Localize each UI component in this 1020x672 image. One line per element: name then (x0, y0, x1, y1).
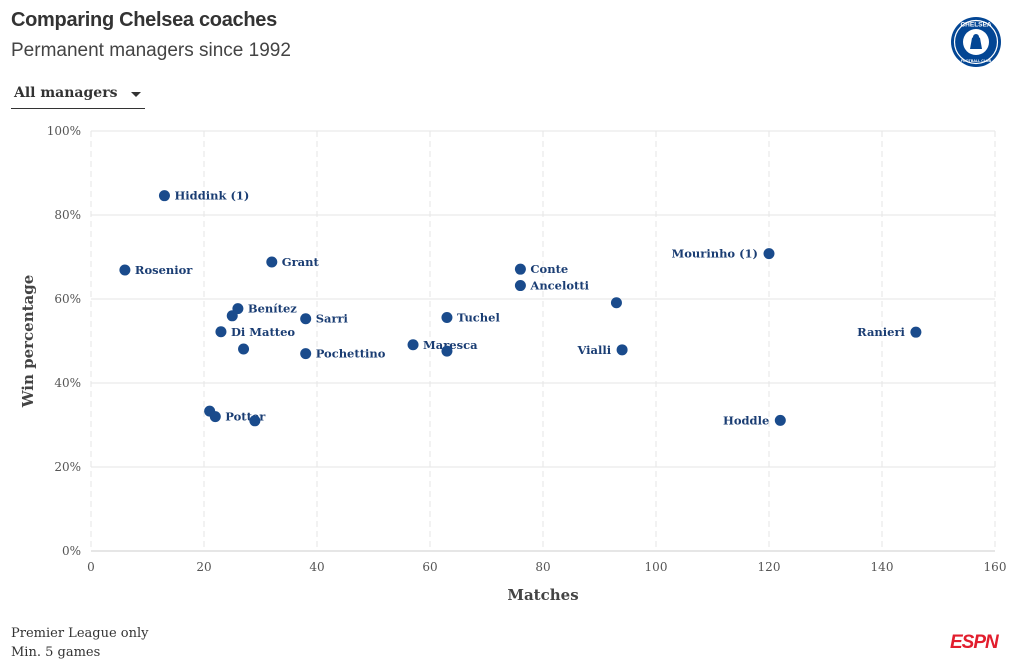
data-point[interactable] (910, 326, 922, 338)
y-axis-title: Win percentage (19, 275, 37, 409)
manager-filter-dropdown[interactable]: All managers (11, 83, 145, 109)
chelsea-crest-icon: CHELSEA FOOTBALL CLUB (951, 17, 1001, 67)
point-label: Mourinho (1) (672, 247, 758, 261)
data-point[interactable] (209, 411, 221, 423)
data-point[interactable] (514, 280, 526, 292)
point-label: Di Matteo (231, 325, 295, 339)
point-label: Sarri (316, 312, 349, 326)
data-point[interactable] (158, 190, 170, 202)
x-tick-label: 0 (87, 560, 95, 574)
data-point[interactable] (226, 310, 238, 322)
y-tick-label: 80% (54, 208, 81, 222)
data-point[interactable] (616, 344, 628, 356)
x-tick-label: 100 (645, 560, 668, 574)
chart-points: Hiddink (1) Rosenior Grant Benítez Di Matteo… (119, 189, 922, 427)
data-point[interactable] (763, 248, 775, 260)
point-label: Hoddle (723, 413, 769, 427)
data-point[interactable] (441, 345, 453, 357)
data-point[interactable] (119, 264, 131, 276)
data-point[interactable] (610, 297, 622, 309)
point-label: Hiddink (1) (174, 189, 249, 203)
point-label: Ancelotti (529, 279, 589, 293)
x-tick-label: 20 (196, 560, 211, 574)
x-tick-label: 140 (871, 560, 894, 574)
y-tick-label: 100% (47, 124, 81, 138)
data-point[interactable] (300, 313, 312, 325)
espn-logo: ESPN (950, 632, 999, 653)
y-tick-label: 40% (54, 376, 81, 390)
point-label: Pochettino (316, 347, 386, 361)
point-label: Grant (282, 255, 320, 269)
x-axis-title: Matches (507, 586, 578, 604)
crest-subtext: FOOTBALL CLUB (961, 59, 992, 63)
data-point[interactable] (514, 263, 526, 275)
data-point[interactable] (266, 256, 278, 268)
footnote-min-games: Min. 5 games (11, 645, 101, 660)
data-point[interactable] (215, 326, 227, 338)
manager-filter-value: All managers (14, 85, 118, 101)
x-tick-label: 120 (758, 560, 781, 574)
y-tick-label: 20% (54, 460, 81, 474)
data-point[interactable] (249, 415, 261, 427)
data-point[interactable] (238, 343, 250, 355)
point-label: Maresca (423, 338, 478, 352)
x-tick-label: 160 (984, 560, 1007, 574)
point-label: Vialli (576, 343, 611, 357)
y-tick-label: 0% (62, 544, 81, 558)
data-point[interactable] (300, 348, 312, 360)
caret-down-icon (131, 92, 141, 97)
chart-title: Comparing Chelsea coaches (11, 9, 277, 31)
chart-grid (90, 130, 996, 552)
point-label: Rosenior (135, 263, 193, 277)
data-point[interactable] (774, 414, 786, 426)
x-tick-label: 80 (535, 560, 550, 574)
point-label: Tuchel (457, 310, 501, 324)
crest-text: CHELSEA (960, 22, 991, 29)
x-tick-label: 40 (309, 560, 324, 574)
y-tick-label: 60% (54, 292, 81, 306)
point-label: Ranieri (857, 325, 905, 339)
point-label: Benítez (248, 302, 297, 316)
data-point[interactable] (407, 339, 419, 351)
data-point[interactable] (441, 311, 453, 323)
point-label: Conte (530, 262, 568, 276)
chart-subtitle: Permanent managers since 1992 (11, 40, 291, 61)
footnote-league: Premier League only (11, 626, 149, 641)
chart-axes: 0% 20% 40% 60% 80% 100% 0 20 40 60 80 100 120 140 160 (47, 124, 1007, 574)
x-tick-label: 60 (422, 560, 437, 574)
